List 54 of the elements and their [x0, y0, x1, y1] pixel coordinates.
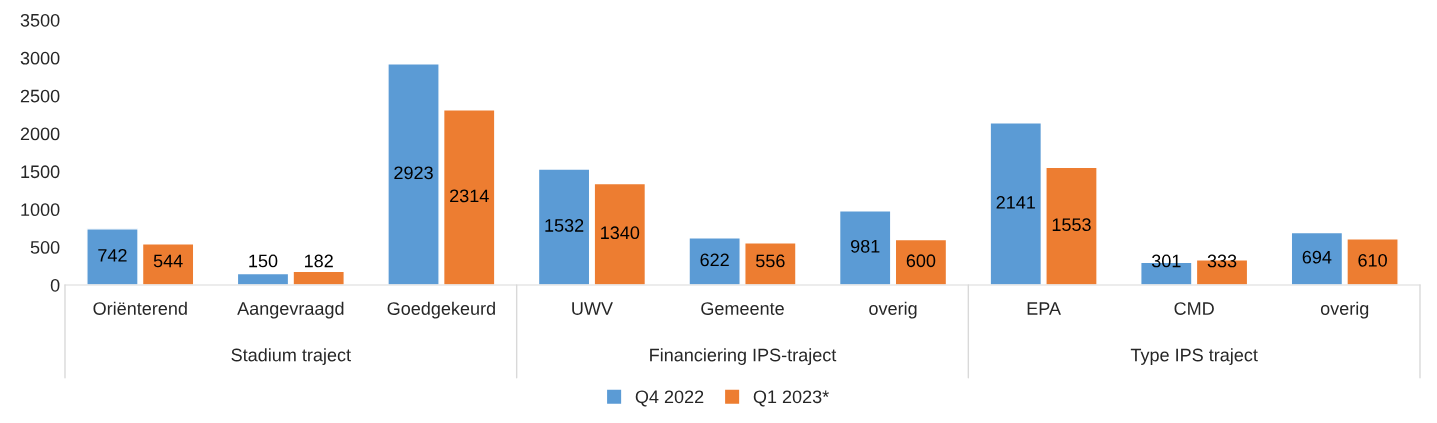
legend-label: Q4 2022	[635, 390, 704, 407]
bar	[292, 270, 345, 285]
data-label: 622	[700, 253, 729, 267]
y-tick-label: 2500	[20, 89, 60, 103]
y-tick-label: 1500	[21, 165, 60, 179]
x-tick-label: Gemeente	[701, 302, 784, 315]
legend-label: Q1 2023*	[753, 390, 829, 407]
x-tick-label: EPA	[1027, 302, 1061, 315]
bar	[838, 210, 892, 285]
bar	[1045, 166, 1098, 285]
data-label: 742	[98, 248, 127, 262]
bar	[141, 243, 195, 285]
data-label: 150	[249, 254, 278, 268]
x-tick-label: CMD	[1174, 302, 1214, 315]
y-tick-label: 500	[30, 241, 60, 254]
bar	[537, 168, 591, 285]
x-tick-label: overig	[869, 301, 917, 319]
bar	[688, 237, 741, 285]
text: Stadium traject	[231, 348, 351, 365]
data-label: 2314	[450, 189, 489, 203]
data-label: 556	[756, 254, 785, 268]
bar	[86, 228, 139, 285]
data-label: 2923	[394, 166, 433, 180]
x-tick-label: overig	[1320, 301, 1369, 319]
y-tick-label: 2000	[20, 127, 60, 141]
x-tick-label: Aangevraagd	[237, 301, 344, 319]
bar	[387, 62, 440, 285]
data-label: 694	[1302, 250, 1332, 264]
bar	[236, 272, 290, 285]
x-tick-label: UWV	[572, 302, 613, 315]
data-label: 2141	[996, 196, 1035, 209]
bar	[1346, 238, 1399, 285]
data-label: 610	[1358, 253, 1387, 267]
bar	[442, 109, 496, 285]
text: Type IPS traject	[1130, 348, 1258, 365]
bar	[989, 122, 1043, 285]
text: Financiering IPS-traject	[650, 348, 837, 365]
data-label: 182	[305, 254, 333, 268]
data-label: 544	[153, 254, 183, 268]
y-tick-label: 3500	[20, 13, 60, 27]
bar	[593, 182, 647, 285]
bar	[1290, 231, 1344, 285]
y-tick-label: 3000	[20, 51, 60, 65]
data-label: 1532	[545, 219, 584, 232]
x-tick-label: Oriënterend	[93, 301, 187, 315]
data-label: 1553	[1052, 218, 1091, 232]
data-label: 600	[906, 254, 936, 268]
data-label: 1340	[601, 226, 640, 240]
bar	[744, 242, 797, 285]
x-tick-label: Goedgekeurd	[387, 301, 495, 319]
bar	[894, 238, 948, 285]
data-label: 981	[850, 239, 880, 253]
y-tick-label: 0	[50, 278, 60, 292]
y-tick-label: 1000	[21, 203, 60, 217]
